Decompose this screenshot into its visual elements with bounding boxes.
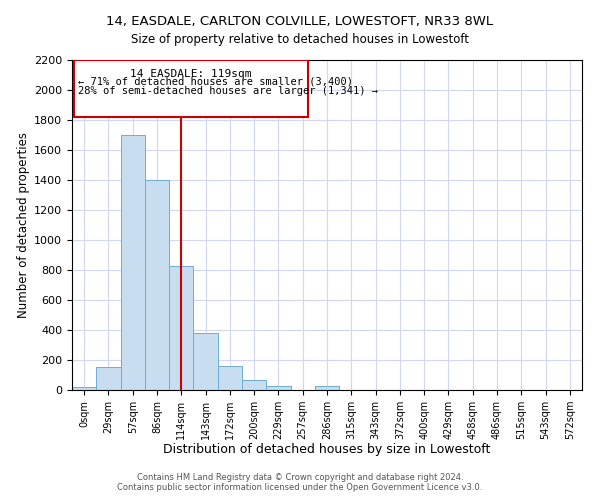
Bar: [121, 135, 145, 390]
Text: Contains HM Land Registry data © Crown copyright and database right 2024.
Contai: Contains HM Land Registry data © Crown c…: [118, 473, 482, 492]
Text: 14 EASDALE: 119sqm: 14 EASDALE: 119sqm: [130, 69, 252, 79]
Bar: [315, 386, 339, 390]
X-axis label: Distribution of detached houses by size in Lowestoft: Distribution of detached houses by size …: [163, 444, 491, 456]
Bar: [266, 386, 290, 390]
Bar: [72, 387, 96, 390]
FancyBboxPatch shape: [74, 60, 308, 117]
Bar: [145, 180, 169, 390]
Text: ← 71% of detached houses are smaller (3,400): ← 71% of detached houses are smaller (3,…: [78, 76, 353, 86]
Text: 14, EASDALE, CARLTON COLVILLE, LOWESTOFT, NR33 8WL: 14, EASDALE, CARLTON COLVILLE, LOWESTOFT…: [106, 15, 494, 28]
Bar: [96, 367, 121, 390]
Bar: [169, 266, 193, 390]
Y-axis label: Number of detached properties: Number of detached properties: [17, 132, 30, 318]
Bar: [242, 380, 266, 390]
Text: 28% of semi-detached houses are larger (1,341) →: 28% of semi-detached houses are larger (…: [78, 86, 378, 96]
Bar: [193, 333, 218, 390]
Bar: [218, 366, 242, 390]
Text: Size of property relative to detached houses in Lowestoft: Size of property relative to detached ho…: [131, 32, 469, 46]
